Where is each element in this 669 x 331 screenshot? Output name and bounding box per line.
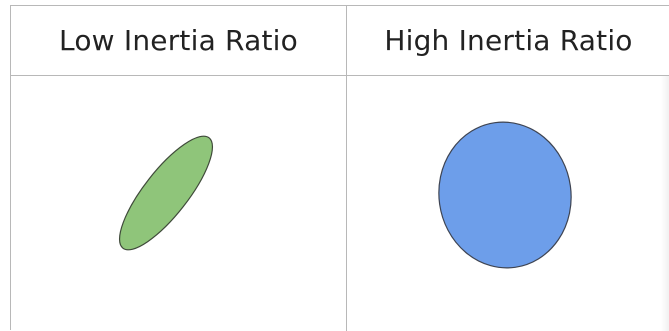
header-divider	[11, 75, 669, 76]
comparison-table: Low Inertia Ratio High Inertia Ratio	[10, 5, 669, 331]
high-inertia-header: High Inertia Ratio	[384, 24, 633, 57]
low-inertia-header: Low Inertia Ratio	[59, 24, 298, 57]
column-divider	[346, 6, 347, 331]
right-edge-shade	[661, 76, 669, 331]
low-inertia-ellipse	[118, 135, 214, 251]
high-inertia-ellipse	[438, 121, 572, 269]
